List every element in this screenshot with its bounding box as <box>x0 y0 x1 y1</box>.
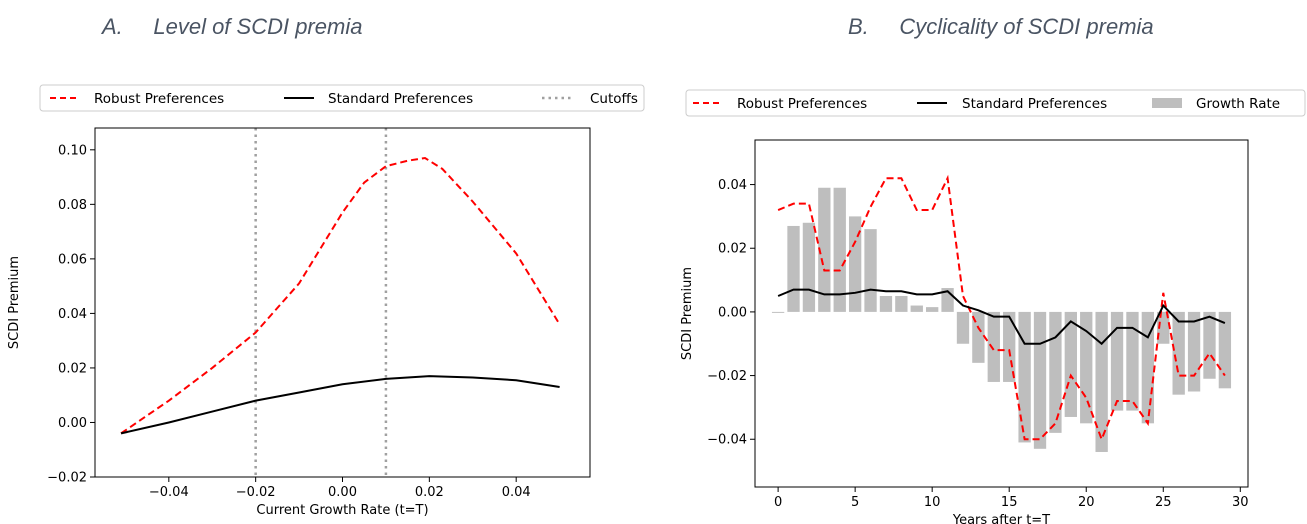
chart-a: −0.04 −0.02 0.00 0.02 0.04 −0.02 0.00 0.02 0.04 0… <box>7 85 644 518</box>
chart-b-legend-swatch <box>1152 98 1182 108</box>
chart-a-y-tick-label: 0.00 <box>58 416 87 431</box>
chart-b-x-tick-label: 10 <box>924 495 941 510</box>
chart-b-y-tick-label: −0.04 <box>707 433 747 448</box>
chart-a-y-tick-label: 0.10 <box>58 143 87 158</box>
chart-b-y-axis-label: SCDI Premium <box>680 267 695 360</box>
chart-b-growth-bar <box>988 312 1000 382</box>
chart-a-x-tick-label: −0.02 <box>236 485 276 500</box>
chart-b-growth-bar <box>1065 312 1077 417</box>
chart-b-x-tick-label: 20 <box>1078 495 1095 510</box>
chart-a-x-tick-label: −0.04 <box>149 485 189 500</box>
chart-b-growth-bar <box>1049 312 1061 433</box>
chart-b-x-tick-label: 5 <box>851 495 859 510</box>
chart-a-y-axis-label: SCDI Premium <box>7 256 22 349</box>
chart-b-growth-bar <box>1173 312 1185 395</box>
chart-a-x-axis-label: Current Growth Rate (t=T) <box>256 503 428 518</box>
chart-a-y-tick-label: 0.02 <box>58 361 87 376</box>
chart-a-plot-frame <box>95 128 590 477</box>
chart-b-growth-bar <box>926 307 938 312</box>
chart-a-x-tick-label: 0.04 <box>502 485 531 500</box>
chart-a-y-tick-label: 0.06 <box>58 252 87 267</box>
chart-b-legend-label: Growth Rate <box>1196 96 1280 112</box>
chart-a-y-tick-label: 0.08 <box>58 198 87 213</box>
chart-b-x-tick-label: 0 <box>774 495 782 510</box>
chart-b-growth-bar <box>1188 312 1200 392</box>
chart-a-legend-label: Cutoffs <box>590 91 638 107</box>
chart-b-y-tick-label: 0.00 <box>718 305 747 320</box>
chart-b-growth-bar <box>1219 312 1231 388</box>
chart-b-growth-bar <box>1111 312 1123 411</box>
chart-a-legend-label: Standard Preferences <box>328 91 473 107</box>
chart-a-y-tick-label: −0.02 <box>47 471 87 486</box>
chart-a-standard-line <box>121 376 560 433</box>
chart-b-growth-bar <box>911 306 923 312</box>
chart-b-legend-label: Standard Preferences <box>962 96 1107 112</box>
chart-b-growth-bar <box>803 223 815 312</box>
chart-b-growth-bar <box>1126 312 1138 411</box>
chart-a-legend-label: Robust Preferences <box>94 91 224 107</box>
chart-b-x-tick-label: 30 <box>1232 495 1249 510</box>
chart-b-x-axis-label: Years after t=T <box>952 513 1050 524</box>
chart-b-legend-label: Robust Preferences <box>737 96 867 112</box>
chart-b: 0 5 10 15 20 25 30 −0.04 −0.02 0.00 0.02 0.04 Years … <box>680 90 1305 524</box>
chart-b-growth-bar <box>880 296 892 312</box>
chart-b-growth-bar <box>1018 312 1030 443</box>
chart-a-y-tick-label: 0.04 <box>58 307 87 322</box>
chart-b-x-tick-label: 15 <box>1001 495 1018 510</box>
chart-a-x-tick-label: 0.02 <box>415 485 444 500</box>
chart-b-y-tick-label: −0.02 <box>707 369 747 384</box>
chart-b-growth-bar <box>1034 312 1046 449</box>
chart-b-growth-bar <box>864 229 876 312</box>
chart-b-growth-bar <box>957 312 969 344</box>
chart-b-growth-bar <box>895 296 907 312</box>
chart-b-growth-bar <box>1203 312 1215 379</box>
chart-b-growth-bar <box>787 226 799 312</box>
chart-b-x-tick-label: 25 <box>1155 495 1172 510</box>
chart-b-y-tick-label: 0.02 <box>718 242 747 257</box>
chart-b-growth-bar <box>772 312 784 313</box>
chart-a-x-tick-label: 0.00 <box>328 485 357 500</box>
chart-b-y-tick-label: 0.04 <box>718 178 747 193</box>
chart-a-robust-line <box>121 158 560 433</box>
